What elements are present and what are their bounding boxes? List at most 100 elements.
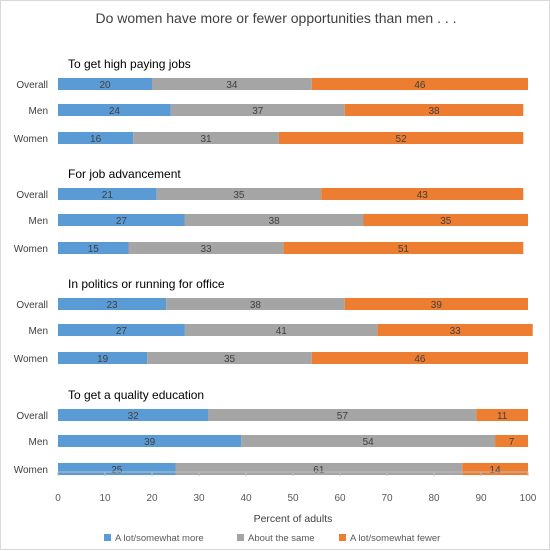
- data-label-more: 16: [90, 134, 102, 145]
- data-label-fewer: 46: [414, 354, 426, 365]
- x-tick-label: 70: [381, 493, 393, 504]
- data-label-more: 23: [106, 300, 118, 311]
- chart-title: Do women have more or fewer opportunitie…: [95, 10, 456, 26]
- row-label: Overall: [16, 80, 48, 91]
- row-label: Women: [14, 244, 48, 255]
- bar-segment-more: [58, 104, 171, 116]
- legend-label-more: A lot/somewhat more: [115, 533, 204, 544]
- bar-segment-same: [184, 324, 378, 336]
- row-label: Men: [29, 437, 48, 448]
- bar-segment-more: [58, 352, 148, 364]
- data-label-more: 20: [99, 80, 111, 91]
- legend-swatch-same: [237, 534, 244, 541]
- data-label-more: 32: [128, 411, 140, 422]
- data-label-more: 25: [111, 465, 123, 476]
- x-tick-label: 0: [55, 493, 61, 504]
- group-heading: In politics or running for office: [68, 277, 225, 291]
- bar-segment-more: [58, 132, 134, 144]
- data-label-same: 34: [226, 80, 238, 91]
- group-heading: To get a quality education: [68, 388, 204, 402]
- x-tick-label: 30: [193, 493, 205, 504]
- bar-segment-fewer: [344, 104, 524, 116]
- data-label-same: 37: [252, 106, 264, 117]
- data-label-same: 38: [250, 300, 262, 311]
- data-label-fewer: 35: [440, 216, 452, 227]
- bar-segment-fewer: [476, 409, 528, 421]
- data-label-more: 15: [88, 244, 100, 255]
- bar-segment-same: [184, 214, 364, 226]
- bar-segment-fewer: [363, 214, 528, 226]
- x-tick-label: 10: [99, 493, 111, 504]
- data-label-more: 27: [116, 326, 128, 337]
- bar-segment-same: [241, 435, 496, 447]
- row-label: Women: [14, 354, 48, 365]
- bar-segment-more: [58, 188, 157, 200]
- data-label-same: 41: [276, 326, 288, 337]
- bar-segment-same: [208, 409, 477, 421]
- data-label-more: 24: [109, 106, 121, 117]
- bar-segment-same: [133, 132, 279, 144]
- bar-segment-fewer: [321, 188, 524, 200]
- bar-segment-fewer: [278, 132, 524, 144]
- bar-segment-fewer: [495, 435, 528, 447]
- bar-segment-more: [58, 298, 167, 310]
- bar-segment-same: [128, 242, 284, 254]
- row-label: Overall: [16, 411, 48, 422]
- data-label-fewer: 51: [398, 244, 410, 255]
- bar-segment-more: [58, 78, 152, 90]
- x-tick-label: 60: [334, 493, 346, 504]
- group-heading: For job advancement: [68, 167, 181, 181]
- bar-segment-more: [58, 324, 185, 336]
- x-axis-ticks: 0 10 20 30 40 50 60 70 80 90 100: [55, 472, 537, 504]
- data-label-same: 35: [224, 354, 236, 365]
- data-label-same: 61: [313, 465, 325, 476]
- data-label-same: 31: [200, 134, 212, 145]
- data-label-more: 39: [144, 437, 156, 448]
- bar-segment-same: [152, 78, 312, 90]
- x-tick-label: 80: [428, 493, 440, 504]
- row-label: Men: [29, 106, 48, 117]
- data-label-more: 27: [116, 216, 128, 227]
- data-label-fewer: 38: [428, 106, 440, 117]
- bar-segment-more: [58, 435, 242, 447]
- bar-segment-same: [147, 352, 312, 364]
- bar-segment-fewer: [344, 298, 528, 310]
- x-tick-label: 90: [475, 493, 487, 504]
- data-label-same: 35: [233, 190, 245, 201]
- row-label: Women: [14, 465, 48, 476]
- x-tick-label: 100: [520, 493, 537, 504]
- plot-area: To get high paying jobs Overall 20 34 46 Men 2…: [14, 57, 533, 476]
- data-label-fewer: 7: [509, 437, 515, 448]
- data-label-same: 57: [337, 411, 349, 422]
- data-label-fewer: 11: [497, 411, 508, 422]
- bar-segment-same: [166, 298, 345, 310]
- data-label-same: 33: [200, 244, 212, 255]
- row-label: Men: [29, 216, 48, 227]
- legend-label-same: About the same: [248, 533, 315, 544]
- x-axis-title: Percent of adults: [254, 513, 333, 525]
- data-label-more: 19: [97, 354, 109, 365]
- data-label-fewer: 33: [450, 326, 462, 337]
- data-label-fewer: 14: [490, 465, 502, 476]
- data-label-fewer: 39: [431, 300, 443, 311]
- legend: A lot/somewhat more About the same A lot/s…: [104, 533, 440, 544]
- data-label-more: 21: [102, 190, 114, 201]
- bar-segment-more: [58, 409, 209, 421]
- x-tick-label: 20: [146, 493, 158, 504]
- data-label-fewer: 43: [417, 190, 429, 201]
- legend-swatch-more: [104, 534, 111, 541]
- bar-segment-more: [58, 242, 129, 254]
- legend-swatch-fewer: [339, 534, 346, 541]
- bar-segment-fewer: [377, 324, 533, 336]
- data-label-fewer: 46: [414, 80, 426, 91]
- data-label-fewer: 52: [396, 134, 408, 145]
- row-label: Women: [14, 134, 48, 145]
- data-label-same: 54: [363, 437, 375, 448]
- bar-segment-same: [170, 104, 345, 116]
- bar-segment-fewer: [311, 352, 528, 364]
- bar-segment-more: [58, 214, 185, 226]
- group-heading: To get high paying jobs: [68, 57, 191, 71]
- row-label: Overall: [16, 300, 48, 311]
